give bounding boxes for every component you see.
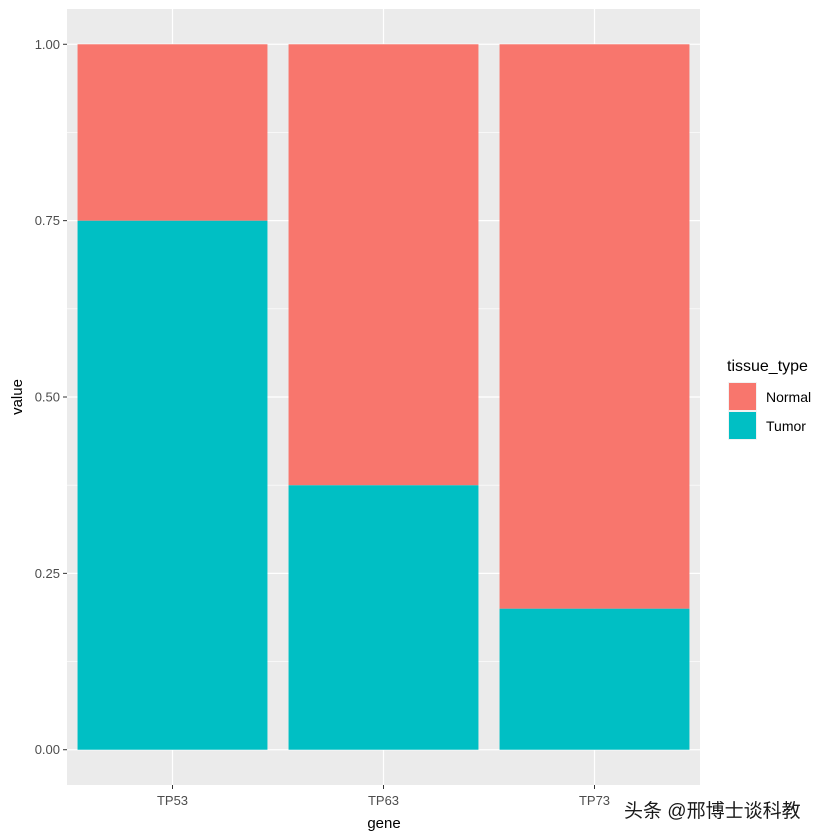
y-axis-title: value (9, 379, 26, 415)
x-axis-title: gene (367, 815, 400, 832)
y-tick-label: 1.00 (35, 37, 60, 52)
watermark: 头条 @邢博士谈科教 (624, 800, 801, 822)
x-axis: TP53 TP63 TP73 (157, 785, 610, 808)
legend-label: Tumor (766, 418, 806, 434)
bars (77, 44, 690, 750)
legend: tissue_type Normal Tumor (727, 358, 811, 440)
bar-tumor-tp53 (77, 220, 268, 750)
bar-normal-tp63 (288, 44, 479, 486)
x-tick-label: TP63 (368, 793, 399, 808)
legend-entries: Normal Tumor (728, 382, 811, 440)
bar-normal-tp53 (77, 44, 268, 221)
y-axis: 0.00 0.25 0.50 0.75 1.00 (35, 37, 67, 757)
bar-normal-tp73 (499, 44, 690, 609)
y-tick-label: 0.25 (35, 566, 60, 581)
bar-tumor-tp63 (288, 485, 479, 750)
x-tick-label: TP53 (157, 793, 188, 808)
y-tick-label: 0.00 (35, 742, 60, 757)
legend-swatch (729, 383, 756, 410)
y-tick-label: 0.75 (35, 213, 60, 228)
bar-tumor-tp73 (499, 608, 690, 750)
y-tick-label: 0.50 (35, 390, 60, 405)
x-tick-label: TP73 (579, 793, 610, 808)
legend-label: Normal (766, 389, 811, 405)
legend-title: tissue_type (727, 358, 808, 375)
legend-swatch (729, 412, 756, 439)
